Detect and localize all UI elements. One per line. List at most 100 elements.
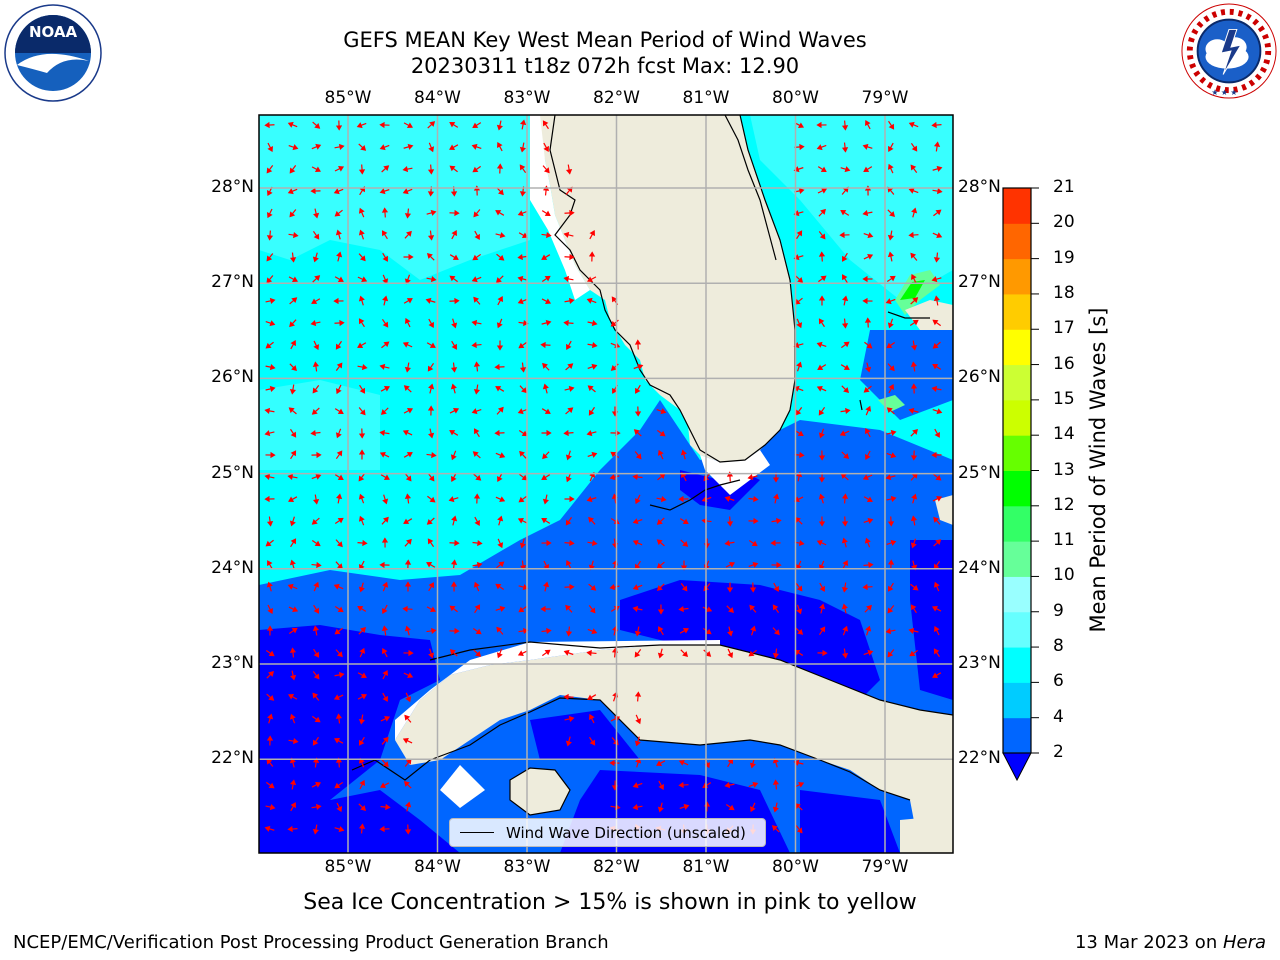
wind-wave-arrowhead [379, 363, 386, 370]
lat-tick-label-right: 24°N [958, 557, 1001, 578]
wind-wave-arrowhead [818, 251, 826, 257]
wind-wave-arrowhead [267, 560, 273, 567]
wind-wave-arrowhead [842, 625, 849, 632]
wind-wave-arrowhead [406, 122, 413, 128]
lat-tick-label-left: 24°N [211, 557, 254, 578]
wind-wave-arrowhead [383, 474, 390, 480]
wind-wave-arrowhead [816, 385, 823, 392]
wind-wave-arrowhead [517, 275, 524, 282]
wind-wave-arrowhead [313, 651, 320, 658]
wind-wave-arrowhead [270, 451, 276, 459]
wind-wave-arrowhead [379, 121, 385, 129]
wind-wave-arrowhead [495, 386, 502, 392]
chart-title: GEFS MEAN Key West Mean Period of Wind W… [343, 28, 867, 52]
wind-wave-arrowhead [886, 342, 893, 349]
wind-wave-arrowhead [358, 718, 366, 725]
wind-wave-arrowhead [931, 606, 939, 612]
lon-tick-label-bottom: 82°W [593, 857, 640, 877]
wind-wave-arrowhead [610, 320, 617, 327]
wind-wave-arrowhead [888, 123, 895, 130]
wind-wave-arrowhead [335, 343, 342, 350]
wind-wave-arrowhead [476, 561, 483, 568]
colorbar-cell [1003, 399, 1031, 436]
wind-wave-arrowhead [266, 758, 273, 765]
wind-wave-arrowhead [887, 607, 894, 614]
wind-wave-arrowhead [312, 498, 320, 505]
lat-tick-label-right: 25°N [958, 462, 1001, 483]
wind-wave-arrowhead [565, 740, 572, 747]
wind-wave-arrowhead [546, 231, 552, 239]
wind-wave-arrowhead [451, 230, 457, 237]
wind-wave-arrowhead [727, 652, 734, 659]
wind-wave-arrowhead [496, 163, 504, 169]
wind-wave-arrowhead [567, 363, 574, 370]
wind-wave-arrowhead [379, 561, 385, 569]
wind-wave-arrowhead [748, 650, 755, 657]
wind-wave-arrowhead [632, 539, 639, 546]
wind-wave-arrowhead [428, 582, 434, 589]
wind-wave-arrowhead [819, 626, 826, 633]
wind-wave-arrowhead [523, 319, 529, 327]
wind-wave-arrowhead [912, 319, 919, 326]
wind-wave-arrowhead [635, 453, 642, 460]
colorbar-cells [1002, 188, 1032, 782]
wind-wave-arrowhead [334, 782, 341, 789]
wind-wave-arrowhead [473, 211, 480, 218]
wind-wave-arrowhead [772, 653, 780, 659]
wind-wave-arrowhead [841, 323, 849, 329]
wind-wave-arrowhead [404, 278, 411, 285]
wind-wave-arrowhead [314, 782, 322, 788]
lon-tick-label-top: 81°W [682, 88, 730, 108]
wind-wave-arrowhead [451, 515, 458, 522]
wind-wave-arrowhead [705, 651, 712, 657]
wind-wave-arrowhead [611, 296, 618, 303]
wind-wave-arrowhead [382, 761, 389, 768]
wind-wave-arrowhead [404, 625, 411, 632]
wind-wave-arrowhead [406, 298, 413, 304]
lon-tick-label-top: 84°W [414, 88, 461, 108]
colorbar-cell [1003, 682, 1031, 719]
wind-wave-arrowhead [796, 827, 803, 834]
wind-wave-arrowhead [266, 167, 273, 174]
wind-wave-arrowhead [496, 626, 503, 633]
colorbar-tick-label: 21 [1053, 177, 1075, 197]
wind-wave-arrowhead [269, 320, 276, 327]
wind-wave-arrowhead [379, 451, 386, 458]
wind-wave-arrowhead [339, 319, 345, 327]
wind-wave-arrowhead [311, 408, 318, 415]
wind-wave-arrowhead [657, 652, 664, 659]
wind-wave-arrowhead [936, 187, 943, 195]
legend-line-icon [460, 832, 494, 833]
wind-wave-arrowhead [497, 406, 504, 413]
wind-wave-arrowhead [841, 653, 849, 659]
wind-wave-arrowhead [475, 628, 482, 635]
wind-wave-arrowhead [454, 297, 460, 305]
wind-wave-arrowhead [427, 365, 434, 372]
wind-wave-arrowhead [473, 428, 480, 435]
wind-wave-arrowhead [912, 584, 919, 591]
wind-wave-arrowhead [816, 144, 823, 151]
wind-wave-arrowhead [867, 649, 874, 656]
wind-wave-arrowhead [841, 586, 849, 593]
wind-wave-arrowhead [798, 187, 805, 194]
wind-wave-arrowhead [337, 563, 343, 570]
wind-wave-arrowhead [908, 121, 915, 128]
wind-wave-arrowhead [933, 563, 940, 570]
wind-wave-arrowhead [610, 451, 617, 458]
wind-wave-arrowhead [402, 341, 409, 348]
wind-wave-arrowhead [287, 473, 294, 480]
wind-wave-arrowhead [704, 762, 711, 769]
wind-wave-arrowhead [911, 344, 918, 351]
wind-wave-arrowhead [289, 647, 297, 653]
wind-wave-arrowhead [633, 429, 640, 435]
wind-wave-arrowhead [632, 804, 639, 811]
wind-wave-arrowhead [472, 254, 479, 261]
wind-wave-arrowhead [931, 451, 937, 459]
footer-left: NCEP/EMC/Verification Post Processing Pr… [13, 932, 609, 953]
wind-wave-arrowhead [358, 475, 365, 482]
wind-wave-arrowhead [862, 210, 869, 217]
wind-wave-arrowhead [565, 168, 573, 175]
wind-wave-arrowhead [820, 208, 826, 215]
wind-wave-arrowhead [818, 477, 826, 483]
